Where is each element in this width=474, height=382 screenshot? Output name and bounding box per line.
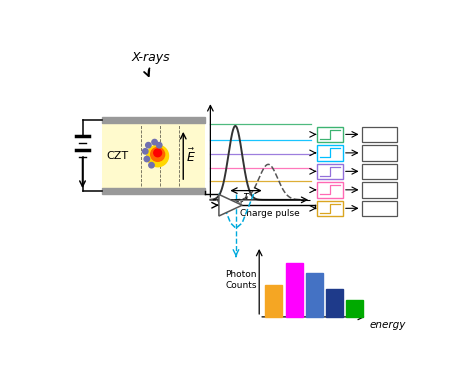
Circle shape bbox=[143, 149, 148, 154]
Bar bbox=[317, 127, 343, 142]
Bar bbox=[102, 188, 205, 194]
Circle shape bbox=[146, 142, 151, 148]
Bar bbox=[102, 123, 205, 188]
Text: Shaper: Shaper bbox=[217, 199, 244, 208]
Circle shape bbox=[149, 162, 154, 168]
Bar bbox=[285, 263, 302, 317]
Bar bbox=[102, 117, 205, 123]
Bar bbox=[362, 163, 397, 179]
Text: Counter: Counter bbox=[363, 130, 396, 139]
Bar bbox=[362, 201, 397, 216]
Text: Photon
Counts: Photon Counts bbox=[225, 270, 257, 290]
Text: Charge pulse: Charge pulse bbox=[240, 209, 300, 218]
Text: $\tau$: $\tau$ bbox=[242, 191, 250, 201]
Text: Counter: Counter bbox=[363, 148, 396, 157]
Text: Counter: Counter bbox=[363, 204, 396, 213]
Text: $\vec{E}$: $\vec{E}$ bbox=[186, 147, 196, 165]
Text: CZT: CZT bbox=[107, 151, 128, 160]
Text: X-rays: X-rays bbox=[131, 51, 170, 64]
Text: Counter: Counter bbox=[363, 167, 396, 176]
Bar bbox=[317, 201, 343, 216]
Circle shape bbox=[147, 145, 169, 167]
Bar bbox=[326, 289, 343, 317]
Bar bbox=[362, 182, 397, 197]
Bar bbox=[346, 299, 363, 317]
Circle shape bbox=[154, 149, 162, 157]
Bar bbox=[317, 163, 343, 179]
Text: energy: energy bbox=[369, 320, 406, 330]
Bar bbox=[362, 145, 397, 160]
Text: Counter: Counter bbox=[363, 185, 396, 194]
Bar bbox=[265, 285, 283, 317]
Bar bbox=[362, 127, 397, 142]
Circle shape bbox=[151, 147, 164, 161]
Bar bbox=[306, 272, 323, 317]
Bar bbox=[317, 145, 343, 160]
Circle shape bbox=[144, 156, 149, 162]
Bar bbox=[317, 182, 343, 197]
Polygon shape bbox=[219, 194, 242, 216]
Circle shape bbox=[152, 139, 157, 145]
Circle shape bbox=[156, 142, 162, 148]
